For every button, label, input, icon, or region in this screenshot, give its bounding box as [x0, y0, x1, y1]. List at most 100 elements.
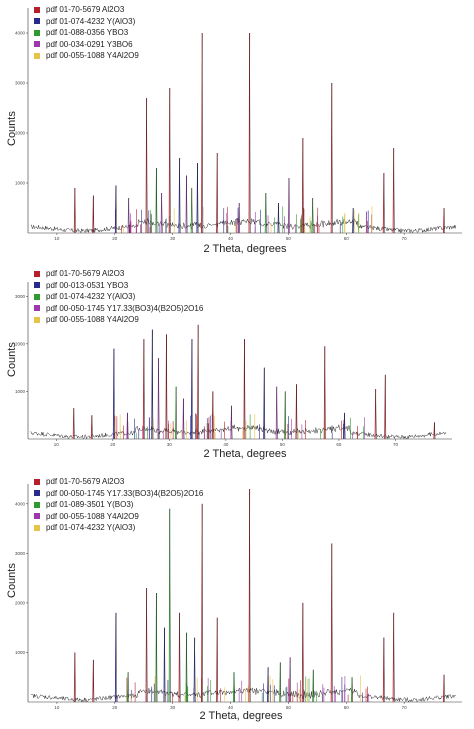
legend-swatch: [34, 6, 40, 13]
peak-profile: [385, 374, 387, 440]
peak-profile: [233, 672, 235, 703]
x-tick-label: 10: [54, 236, 60, 241]
legend-1: pdf 01-70-5679 Al2O3 pdf 01-074-4232 Y(Al…: [34, 4, 139, 62]
xrd-chart-1: 10 20 30 40 50 60 70 1000 2000 3000 4000: [15, 8, 462, 241]
x-tick-label: 70: [402, 236, 408, 241]
legend-entry: pdf 00-055-1088 Y4Al2O9: [34, 314, 203, 326]
peak-profile: [284, 391, 287, 440]
peak-profile: [175, 386, 177, 440]
legend-entry: pdf 00-013-0531 YBO3: [34, 280, 203, 292]
peak-profile: [197, 162, 199, 234]
peak-profile: [186, 632, 188, 703]
legend-entry: pdf 00-050-1745 Y17.33(BO3)4(B2O5)2O16: [34, 488, 203, 500]
legend-label: pdf 00-055-1088 Y4Al2O9: [46, 315, 139, 324]
y-tick-label: 2000: [15, 341, 26, 346]
legend-2: pdf 01-70-5679 Al2O3 pdf 00-013-0531 YBO3…: [34, 268, 203, 326]
y-tick-label: 3000: [15, 81, 26, 86]
peak-profile: [179, 612, 181, 703]
x-tick-label: 30: [170, 236, 176, 241]
peak-profile: [161, 192, 163, 234]
legend-swatch: [34, 29, 40, 36]
legend-label: pdf 01-70-5679 Al2O3: [46, 5, 125, 14]
baseline-trace: [30, 687, 456, 703]
peak-profile: [201, 503, 204, 703]
peak-profile: [383, 172, 385, 234]
legend-swatch: [34, 524, 40, 531]
y-axis-label-1: Counts: [6, 111, 18, 146]
legend-swatch: [34, 52, 40, 59]
xrd-panel-1: 10 20 30 40 50 60 70 1000 2000 3000 4000 pdf 01-70…: [0, 0, 474, 262]
peak-profile: [231, 405, 233, 440]
peak-profile: [351, 677, 353, 703]
y-tick-label: 1000: [15, 650, 26, 655]
legend-swatch: [34, 293, 40, 300]
x-tick-label: 10: [54, 705, 60, 710]
x-tick-label: 30: [170, 705, 176, 710]
y-tick-label: 1000: [15, 181, 26, 186]
y-tick-label: 3000: [15, 551, 26, 556]
peak-profile: [296, 384, 298, 440]
legend-label: pdf 00-050-1745 Y17.33(BO3)4(B2O5)2O16: [46, 488, 204, 498]
peak-profile: [156, 167, 158, 234]
peak-profile: [158, 358, 160, 440]
peak-profile: [152, 329, 154, 440]
x-tick-label: 30: [167, 442, 173, 447]
peak-profile: [166, 334, 168, 440]
legend-3: pdf 01-70-5679 Al2O3 pdf 00-050-1745 Y17.…: [34, 476, 203, 534]
legend-swatch: [34, 478, 40, 485]
peak-profile: [276, 386, 278, 440]
peak-profile: [216, 152, 219, 234]
y-axis-label-2: Counts: [6, 342, 18, 377]
legend-label: pdf 00-050-1745 Y17.33(BO3)4(B2O5)2O16: [46, 303, 204, 313]
legend-entry: pdf 01-074-4232 Y(AlO3): [34, 522, 203, 534]
x-tick-label: 20: [110, 442, 116, 447]
peak-profile: [156, 592, 158, 703]
peak-profile: [280, 662, 282, 703]
xrd-chart-3: 10 20 30 40 50 60 70 1000 2000 3000 4000: [15, 484, 462, 710]
legend-entry: pdf 01-70-5679 Al2O3: [34, 4, 139, 16]
peak-profile: [191, 187, 193, 234]
peak-profile: [191, 339, 193, 440]
peak-profile: [443, 207, 445, 234]
xrd-panel-2: 10 20 30 40 50 60 70 1000 2000 3000 pdf 01-70-567…: [0, 262, 474, 462]
peak-profile: [91, 415, 93, 440]
y-tick-label: 3000: [15, 294, 26, 299]
legend-entry: pdf 00-055-1088 Y4Al2O9: [34, 511, 203, 523]
x-tick-label: 40: [223, 442, 229, 447]
peak-profile: [164, 627, 166, 703]
y-tick-label: 1000: [15, 389, 26, 394]
peak-profile: [249, 32, 251, 234]
legend-swatch: [34, 316, 40, 323]
legend-swatch: [34, 282, 40, 289]
x-tick-label: 20: [112, 705, 118, 710]
legend-swatch: [34, 513, 40, 520]
legend-entry: pdf 01-088-0356 YBO3: [34, 27, 139, 39]
peak-profile: [146, 588, 148, 703]
legend-entry: pdf 00-055-1088 Y4Al2O9: [34, 50, 139, 62]
peak-profile: [312, 197, 314, 234]
peak-profile: [93, 195, 95, 234]
peak-profile: [179, 157, 181, 234]
legend-entry: pdf 01-074-4232 Y(AlO3): [34, 291, 203, 303]
x-axis-label-2: 2 Theta, degrees: [203, 448, 287, 460]
peak-profile: [289, 657, 291, 703]
peak-profile: [393, 612, 395, 703]
peak-profile: [331, 82, 333, 234]
peak-profile: [244, 339, 246, 440]
y-axis-label-3: Counts: [6, 563, 18, 598]
peak-profile: [183, 398, 185, 440]
peak-profile: [212, 391, 214, 440]
legend-swatch: [34, 305, 40, 312]
x-tick-label: 40: [228, 705, 234, 710]
x-tick-label: 70: [402, 705, 408, 710]
peak-profile: [201, 32, 204, 234]
peak-profile: [128, 197, 130, 234]
peak-profile: [249, 488, 251, 703]
peak-profile: [267, 667, 269, 703]
peak-profile: [74, 652, 76, 703]
legend-label: pdf 00-055-1088 Y4Al2O9: [46, 51, 139, 60]
peak-profile: [278, 202, 280, 234]
peak-profile: [302, 137, 304, 234]
y-tick-label: 2000: [15, 600, 26, 605]
peak-profile: [143, 339, 145, 440]
